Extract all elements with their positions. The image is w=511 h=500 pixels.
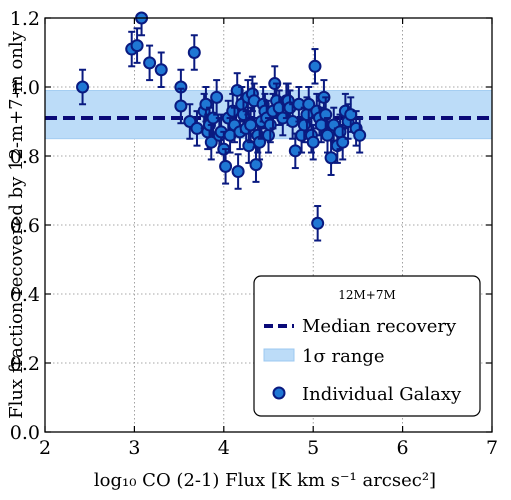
y-tick-label: 0.2	[10, 353, 40, 375]
data-point-group	[244, 106, 258, 144]
data-point	[143, 56, 157, 70]
data-point-group	[311, 205, 325, 242]
data-point	[308, 59, 322, 73]
data-point-group	[231, 153, 245, 190]
y-tick-label: 0.0	[10, 422, 40, 444]
data-point-group	[353, 117, 367, 154]
x-tick-label: 2	[39, 437, 51, 459]
x-axis-label: log₁₀ CO (2-1) Flux [K km s⁻¹ arcsec²]	[94, 470, 436, 491]
x-tick-label: 5	[307, 437, 319, 459]
data-point-group	[219, 148, 233, 185]
y-tick-label: 1.0	[10, 77, 40, 99]
y-axis-label: Flux fraction recovered by 12-m+7-m only	[6, 30, 27, 418]
data-point-group	[302, 86, 316, 123]
data-point	[249, 158, 263, 172]
x-tick-label: 4	[218, 437, 230, 459]
data-point	[324, 151, 338, 165]
data-point	[353, 128, 367, 142]
y-tick-label: 0.4	[10, 284, 40, 306]
data-point	[302, 97, 316, 111]
x-tick-label: 7	[486, 437, 498, 459]
data-point	[306, 135, 320, 149]
data-point	[174, 99, 188, 113]
data-point	[76, 80, 90, 94]
data-point-group	[204, 123, 218, 161]
legend-band-label: 1σ range	[302, 346, 385, 367]
legend-point-label: Individual Galaxy	[302, 384, 462, 405]
data-point-group	[130, 27, 144, 64]
data-point	[288, 144, 302, 158]
y-tick-label: 0.6	[10, 215, 40, 237]
data-point	[219, 159, 233, 173]
data-point	[244, 118, 258, 132]
data-point-group	[306, 123, 320, 161]
data-points-layer	[76, 11, 367, 242]
data-point	[262, 128, 275, 142]
tick-labels: 2 3 4 5 6 7 0.0 0.2 0.4 0.6 0.8 1.0 1.2	[10, 8, 498, 459]
data-point	[210, 90, 224, 104]
data-point-group	[76, 68, 90, 106]
data-point-group	[154, 51, 168, 88]
x-tick-label: 3	[128, 437, 140, 459]
data-point	[311, 216, 325, 230]
data-point	[204, 135, 218, 149]
data-point-group	[187, 34, 201, 71]
legend-band-swatch	[263, 348, 295, 362]
y-tick-label: 1.2	[10, 8, 40, 30]
x-tick-label: 6	[397, 437, 409, 459]
data-point-group	[308, 48, 322, 85]
data-point	[154, 63, 168, 77]
legend-point-swatch	[272, 386, 286, 400]
data-point-group	[324, 139, 338, 176]
data-point-group	[174, 87, 188, 125]
data-point-group	[183, 103, 197, 140]
data-point	[321, 128, 335, 142]
legend-median-label: Median recovery	[302, 316, 457, 337]
axes	[44, 17, 493, 433]
data-point	[130, 39, 144, 53]
data-point-group	[288, 132, 302, 170]
legend-title: 12M+7M	[338, 288, 396, 302]
legend-box	[253, 275, 481, 417]
data-point	[231, 165, 245, 179]
data-point-group	[143, 44, 157, 82]
data-point	[187, 46, 201, 59]
y-tick-label: 0.8	[10, 146, 40, 168]
legend: 12M+7M Median recovery 1σ range Individu…	[253, 275, 481, 417]
